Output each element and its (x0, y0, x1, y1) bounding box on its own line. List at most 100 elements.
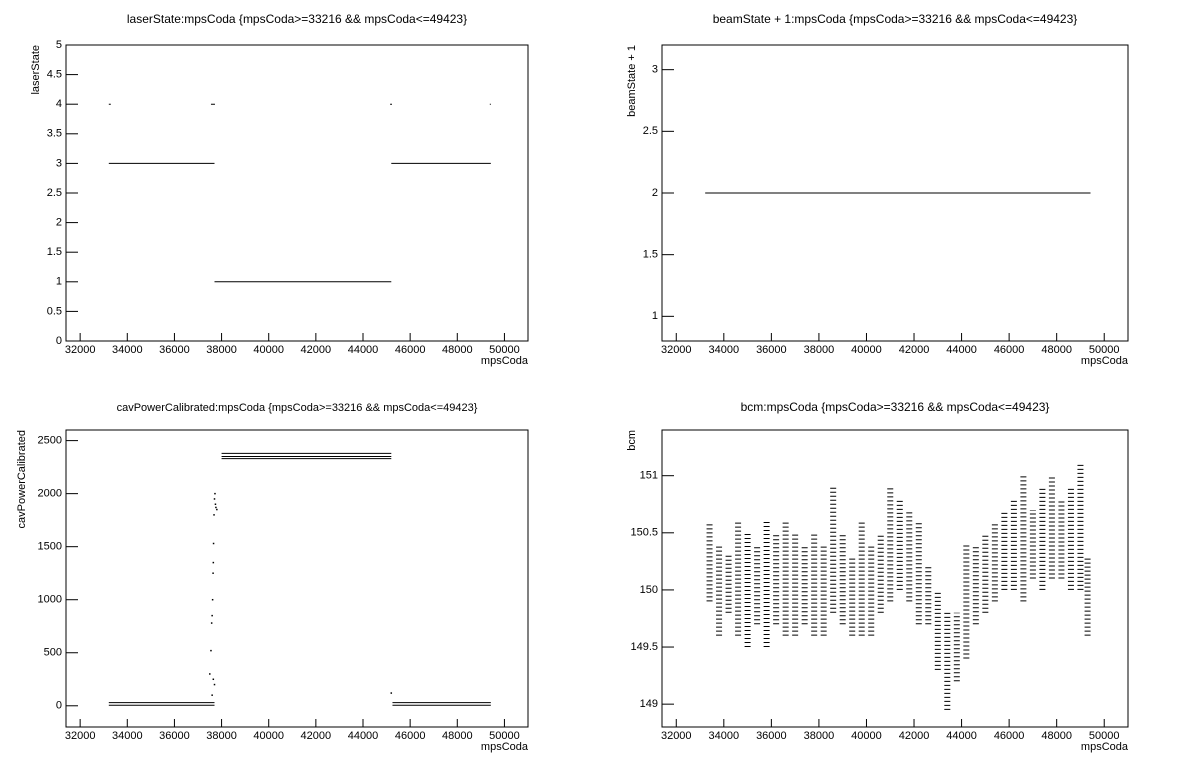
x-tick-label: 32000 (661, 730, 692, 742)
x-tick-label: 50000 (489, 730, 520, 742)
chart-title: laserState:mpsCoda {mpsCoda>=33216 && mp… (127, 12, 467, 26)
y-tick-label: 0.5 (47, 305, 62, 317)
data-point (209, 673, 211, 675)
y-axis-label: cavPowerCalibrated (16, 430, 28, 528)
data-point (210, 649, 212, 652)
x-tick-label: 42000 (301, 344, 332, 356)
x-tick-label: 38000 (804, 730, 835, 742)
x-tick-label: 46000 (395, 730, 426, 742)
y-tick-label: 3.5 (47, 128, 62, 140)
x-tick-label: 50000 (1089, 344, 1120, 356)
y-axis-label: laserState (30, 45, 42, 95)
plot-frame (65, 429, 529, 728)
y-tick-label: 1500 (38, 541, 62, 553)
data-point (212, 561, 215, 564)
x-tick-label: 50000 (489, 344, 520, 356)
x-tick-label: 34000 (709, 730, 740, 742)
x-tick-label: 38000 (804, 344, 835, 356)
y-tick-label: 3 (652, 64, 658, 76)
x-tick-label: 36000 (159, 344, 190, 356)
y-tick-label: 2.5 (47, 187, 62, 199)
data-point (390, 692, 393, 694)
x-tick-label: 40000 (253, 344, 284, 356)
x-tick-label: 44000 (946, 730, 977, 742)
y-tick-label: 2500 (38, 435, 62, 447)
data-point (213, 683, 216, 686)
y-tick-label: 1.5 (47, 246, 62, 258)
y-tick-label: 150.5 (630, 527, 658, 539)
x-tick-label: 38000 (206, 730, 237, 742)
data-point (212, 572, 214, 574)
x-tick-label: 32000 (65, 344, 96, 356)
y-tick-label: 3 (56, 157, 62, 169)
x-tick-label: 48000 (1041, 730, 1072, 742)
y-tick-label: 4.5 (47, 69, 62, 81)
y-tick-label: 1 (652, 310, 658, 322)
data-point (216, 508, 218, 511)
chart-title: beamState + 1:mpsCoda {mpsCoda>=33216 &&… (713, 12, 1078, 26)
data-point (210, 622, 213, 624)
plot-frame (661, 429, 1129, 728)
x-axis-label: mpsCoda (481, 741, 529, 753)
x-tick-label: 44000 (348, 730, 379, 742)
y-axis-label: beamState + 1 (626, 45, 638, 117)
x-tick-label: 36000 (756, 344, 787, 356)
x-tick-label: 36000 (159, 730, 190, 742)
data-line (108, 458, 491, 706)
y-tick-label: 2 (652, 187, 658, 199)
y-tick-label: 4 (56, 98, 62, 110)
y-tick-label: 1 (56, 276, 62, 288)
x-tick-label: 42000 (899, 344, 930, 356)
data-point (211, 598, 214, 601)
x-tick-label: 48000 (442, 344, 473, 356)
x-tick-label: 50000 (1089, 730, 1120, 742)
y-tick-label: 1.5 (643, 249, 658, 261)
y-tick-label: 500 (44, 647, 62, 659)
y-axis-label: bcm (626, 430, 638, 451)
data-line (108, 162, 491, 283)
x-tick-label: 46000 (994, 730, 1025, 742)
x-tick-label: 48000 (1041, 344, 1072, 356)
data-point (211, 694, 213, 696)
data-point (212, 542, 215, 545)
x-tick-label: 32000 (65, 730, 96, 742)
y-tick-label: 149.5 (630, 641, 658, 653)
data-point (214, 503, 217, 505)
x-tick-label: 46000 (994, 344, 1025, 356)
chart-title: bcm:mpsCoda {mpsCoda>=33216 && mpsCoda<=… (741, 400, 1050, 414)
x-tick-label: 46000 (395, 344, 426, 356)
data-point (215, 506, 217, 509)
chart-title: cavPowerCalibrated:mpsCoda {mpsCoda>=332… (117, 402, 478, 414)
y-tick-label: 0 (56, 335, 62, 347)
x-tick-label: 38000 (206, 344, 237, 356)
x-axis-label: mpsCoda (481, 355, 529, 367)
y-tick-label: 5 (56, 39, 62, 51)
data-point (214, 492, 216, 495)
x-tick-label: 42000 (301, 730, 332, 742)
x-tick-label: 44000 (348, 344, 379, 356)
x-axis-label: mpsCoda (1081, 741, 1129, 753)
x-tick-label: 48000 (442, 730, 473, 742)
x-tick-label: 34000 (709, 344, 740, 356)
x-tick-label: 44000 (946, 344, 977, 356)
x-tick-label: 40000 (851, 344, 882, 356)
data-point (213, 514, 215, 516)
x-tick-label: 36000 (756, 730, 787, 742)
data-point (213, 498, 216, 500)
y-tick-label: 2 (56, 217, 62, 229)
y-tick-label: 2000 (38, 488, 62, 500)
x-axis-label: mpsCoda (1081, 355, 1129, 367)
x-tick-label: 34000 (112, 730, 143, 742)
x-tick-label: 40000 (253, 730, 284, 742)
data-line (108, 452, 491, 704)
x-tick-label: 34000 (112, 344, 143, 356)
plot-frame (65, 44, 529, 342)
data-point (212, 678, 215, 681)
x-tick-label: 42000 (899, 730, 930, 742)
y-tick-label: 1000 (38, 594, 62, 606)
x-tick-label: 32000 (661, 344, 692, 356)
y-tick-label: 2.5 (643, 125, 658, 137)
data-point (211, 614, 213, 617)
y-tick-label: 150 (640, 584, 658, 596)
